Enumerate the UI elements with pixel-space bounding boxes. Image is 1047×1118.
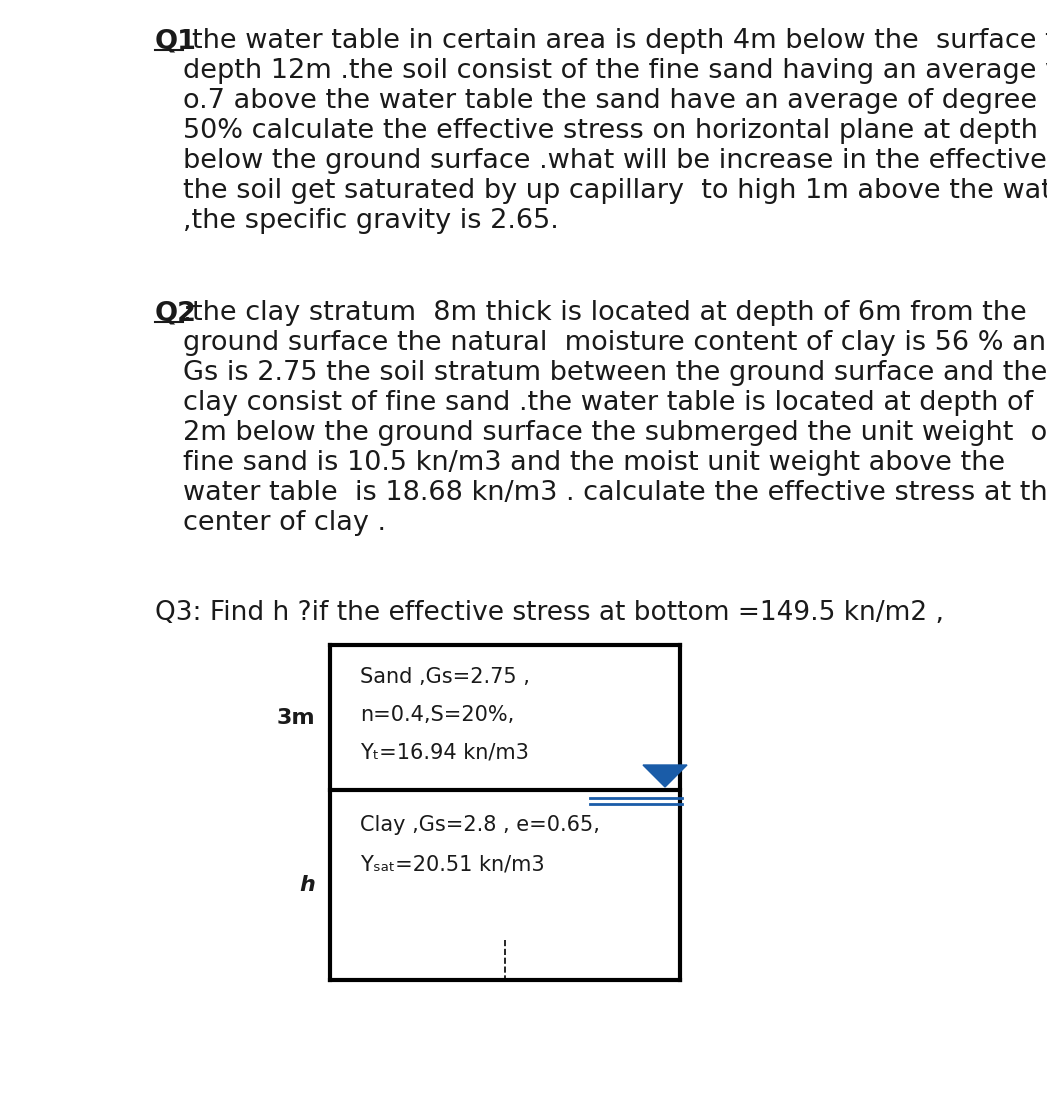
Text: Yₜ=16.94 kn/m3: Yₜ=16.94 kn/m3 [360,743,529,762]
Text: :the clay stratum  8m thick is located at depth of 6m from the
ground surface th: :the clay stratum 8m thick is located at… [183,300,1047,536]
Text: 3m: 3m [276,708,315,728]
Text: Clay ,Gs=2.8 , e=0.65,: Clay ,Gs=2.8 , e=0.65, [360,815,600,835]
Text: Q2: Q2 [155,300,197,326]
Text: h: h [299,875,315,896]
Polygon shape [643,765,687,787]
Text: Sand ,Gs=2.75 ,: Sand ,Gs=2.75 , [360,667,530,686]
Text: n=0.4,S=20%,: n=0.4,S=20%, [360,705,514,724]
Text: Yₛₐₜ=20.51 kn/m3: Yₛₐₜ=20.51 kn/m3 [360,855,544,875]
Text: Q1: Q1 [155,28,197,54]
Text: :the water table in certain area is depth 4m below the  surface to
depth 12m .th: :the water table in certain area is dept… [183,28,1047,234]
Text: Q3: Find h ?if the effective stress at bottom =149.5 kn/m2 ,: Q3: Find h ?if the effective stress at b… [155,600,944,626]
